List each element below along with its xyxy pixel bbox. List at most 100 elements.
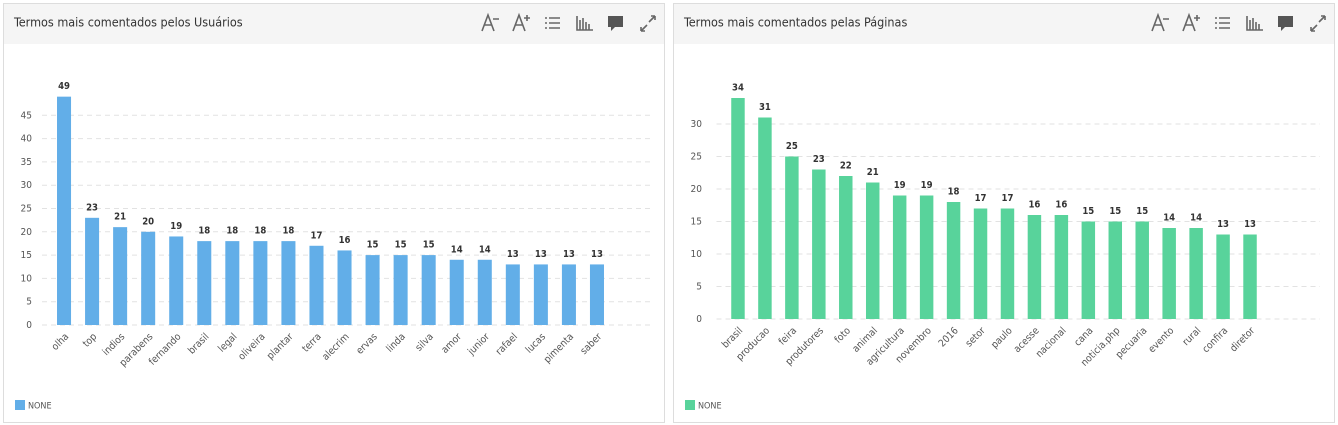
value-label: 31 [759, 102, 771, 113]
value-label: 13 [563, 249, 575, 260]
value-label: 15 [367, 240, 379, 251]
value-label: 15 [1109, 206, 1121, 217]
bar [946, 202, 961, 319]
panel-header [674, 4, 1334, 44]
expand-button[interactable] [640, 15, 656, 32]
value-label: 17 [1002, 193, 1014, 204]
font-decrease-button[interactable] [1151, 12, 1169, 32]
y-tick-label: 10 [691, 249, 703, 260]
value-label: 19 [894, 180, 906, 191]
value-label: 25 [786, 141, 798, 152]
bar [141, 231, 156, 325]
value-label: 23 [813, 154, 825, 165]
bar [197, 241, 212, 325]
legend-swatch[interactable] [685, 400, 695, 410]
value-label: 18 [948, 187, 960, 198]
bar [1054, 215, 1069, 319]
value-label: 34 [732, 83, 744, 94]
expand-button[interactable] [1310, 15, 1326, 32]
value-label: 18 [226, 226, 238, 237]
bar [1243, 234, 1257, 319]
bar [1216, 234, 1230, 319]
value-label: 13 [591, 249, 603, 260]
bar-chart-button[interactable] [1246, 16, 1263, 31]
value-label: 16 [1055, 200, 1067, 211]
bar [1135, 221, 1149, 319]
font-decrease-button[interactable] [481, 12, 499, 32]
y-tick-label: 25 [691, 152, 702, 163]
y-tick-label: 40 [21, 134, 33, 145]
y-tick-label: 15 [691, 217, 702, 228]
y-tick-label: 20 [21, 227, 33, 238]
bar [1027, 215, 1042, 319]
bar [421, 255, 436, 325]
y-tick-label: 0 [696, 314, 702, 325]
bar [589, 264, 604, 325]
value-label: 13 [535, 249, 547, 260]
font-increase-button[interactable] [512, 12, 530, 32]
bar [785, 156, 799, 319]
value-label: 15 [1082, 206, 1094, 217]
y-tick-label: 10 [21, 273, 33, 284]
bar [57, 96, 72, 325]
y-tick-label: 30 [21, 180, 33, 191]
panel [3, 3, 665, 423]
value-label: 14 [479, 244, 491, 255]
value-label: 15 [1136, 206, 1148, 217]
legend-label[interactable]: NONE [28, 402, 52, 412]
value-label: 16 [1028, 200, 1040, 211]
y-tick-label: 25 [21, 204, 32, 215]
bar [533, 264, 548, 325]
bar [865, 182, 880, 319]
value-label: 14 [1163, 213, 1175, 224]
value-label: 13 [1244, 219, 1256, 230]
y-tick-label: 0 [26, 320, 32, 331]
bar [309, 245, 324, 325]
bar [505, 264, 520, 325]
value-label: 15 [395, 240, 407, 251]
value-label: 17 [975, 193, 987, 204]
list-button[interactable] [1215, 17, 1230, 29]
value-label: 13 [507, 249, 519, 260]
bar [281, 241, 296, 325]
bar [1081, 221, 1096, 319]
panel-title: Termos mais comentados pelas Páginas [683, 15, 907, 30]
value-label: 19 [921, 180, 933, 191]
bar [919, 195, 934, 319]
value-label: 23 [86, 202, 98, 213]
bar [973, 208, 988, 319]
bar [169, 236, 184, 325]
value-label: 16 [339, 235, 351, 246]
y-tick-label: 35 [21, 157, 32, 168]
bar [337, 250, 352, 325]
bar [225, 241, 240, 325]
value-label: 20 [142, 216, 154, 227]
font-increase-button[interactable] [1182, 12, 1200, 32]
panel-header [4, 4, 664, 44]
y-tick-label: 5 [26, 297, 32, 308]
y-tick-label: 5 [696, 282, 702, 293]
bar [253, 241, 268, 325]
bar [839, 176, 853, 319]
y-tick-label: 45 [21, 110, 32, 121]
bar [365, 255, 380, 325]
bar [561, 264, 576, 325]
value-label: 14 [1190, 213, 1202, 224]
bar [1189, 228, 1203, 319]
value-label: 22 [840, 161, 852, 172]
legend-label[interactable]: NONE [698, 402, 722, 412]
value-label: 17 [311, 230, 323, 241]
list-button[interactable] [545, 17, 560, 29]
comment-button[interactable] [1278, 16, 1293, 31]
bar [1000, 208, 1015, 319]
y-tick-label: 15 [21, 250, 32, 261]
comment-button[interactable] [608, 16, 623, 31]
value-label: 18 [254, 226, 266, 237]
legend-swatch[interactable] [15, 400, 25, 410]
y-tick-label: 20 [691, 184, 703, 195]
panel-title: Termos mais comentados pelos Usuários [13, 15, 243, 30]
bar [812, 169, 826, 319]
y-tick-label: 30 [691, 119, 703, 130]
bar-chart-button[interactable] [576, 16, 593, 31]
